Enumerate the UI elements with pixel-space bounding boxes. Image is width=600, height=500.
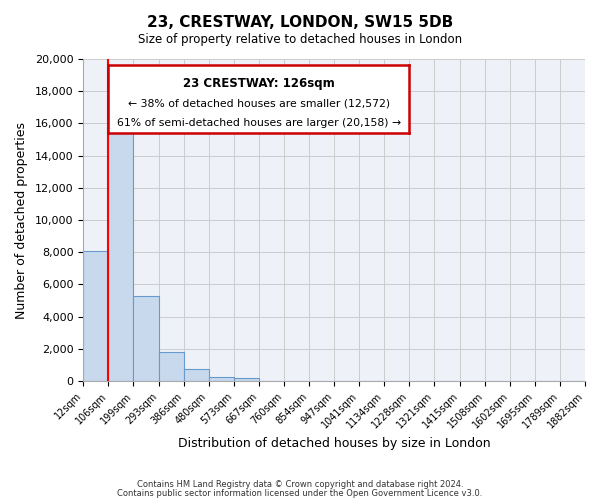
Text: Contains HM Land Registry data © Crown copyright and database right 2024.: Contains HM Land Registry data © Crown c… [137, 480, 463, 489]
Bar [158, 352, 184, 381]
Text: 23, CRESTWAY, LONDON, SW15 5DB: 23, CRESTWAY, LONDON, SW15 5DB [147, 15, 453, 30]
X-axis label: Distribution of detached houses by size in London: Distribution of detached houses by size … [178, 437, 490, 450]
Bar [83, 250, 109, 381]
Bar [234, 378, 259, 381]
Bar [133, 296, 158, 381]
Text: Size of property relative to detached houses in London: Size of property relative to detached ho… [138, 32, 462, 46]
Bar [109, 114, 133, 381]
Bar [184, 369, 209, 381]
Text: Contains public sector information licensed under the Open Government Licence v3: Contains public sector information licen… [118, 488, 482, 498]
Bar [209, 376, 234, 381]
Y-axis label: Number of detached properties: Number of detached properties [15, 122, 28, 318]
